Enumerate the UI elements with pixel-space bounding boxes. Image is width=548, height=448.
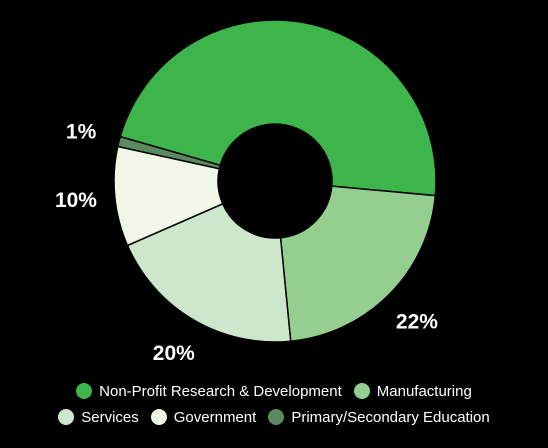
slice-manufacturing[interactable] — [279, 185, 437, 343]
legend-row-2: Services Government Primary/Secondary Ed… — [0, 404, 548, 430]
slice-label-government: 10% — [55, 189, 97, 212]
legend-item-non-profit-research[interactable]: Non-Profit Research & Development — [76, 383, 342, 400]
slice-label-primary-secondary-education: 1% — [66, 120, 97, 143]
legend-swatch-manufacturing — [353, 383, 370, 399]
legend-label-non-profit-research: Non-Profit Research & Development — [99, 382, 342, 400]
legend-item-manufacturing[interactable]: Manufacturing — [353, 382, 472, 400]
legend-row-1: Non-Profit Research & Development Manufa… — [0, 378, 548, 404]
legend-swatch-services — [58, 409, 75, 425]
legend-label-manufacturing: Manufacturing — [376, 382, 472, 400]
legend-item-government[interactable]: Government — [150, 408, 257, 426]
donut-slices — [113, 19, 437, 343]
legend-item-primary-secondary-education[interactable]: Primary/Secondary Education — [268, 408, 490, 426]
legend-label-government: Government — [173, 408, 257, 426]
legend-label-primary-secondary-education: Primary/Secondary Education — [291, 408, 490, 426]
slice-label-manufacturing: 22% — [396, 310, 438, 333]
slice-non-profit-research-development[interactable] — [119, 19, 437, 197]
slice-label-services: 20% — [153, 342, 195, 365]
legend-item-services[interactable]: Services — [58, 409, 139, 426]
legend-swatch-government — [150, 409, 167, 425]
legend: Non-Profit Research & Development Manufa… — [0, 378, 548, 430]
slice-services[interactable] — [126, 202, 292, 343]
legend-label-services: Services — [81, 408, 139, 426]
slice-labels: 47%22%20%10%1% — [55, 120, 438, 365]
slice-primary-secondary-education[interactable] — [116, 135, 222, 170]
legend-swatch-non-profit-research — [76, 383, 93, 399]
legend-swatch-primary-secondary-education — [268, 409, 285, 425]
